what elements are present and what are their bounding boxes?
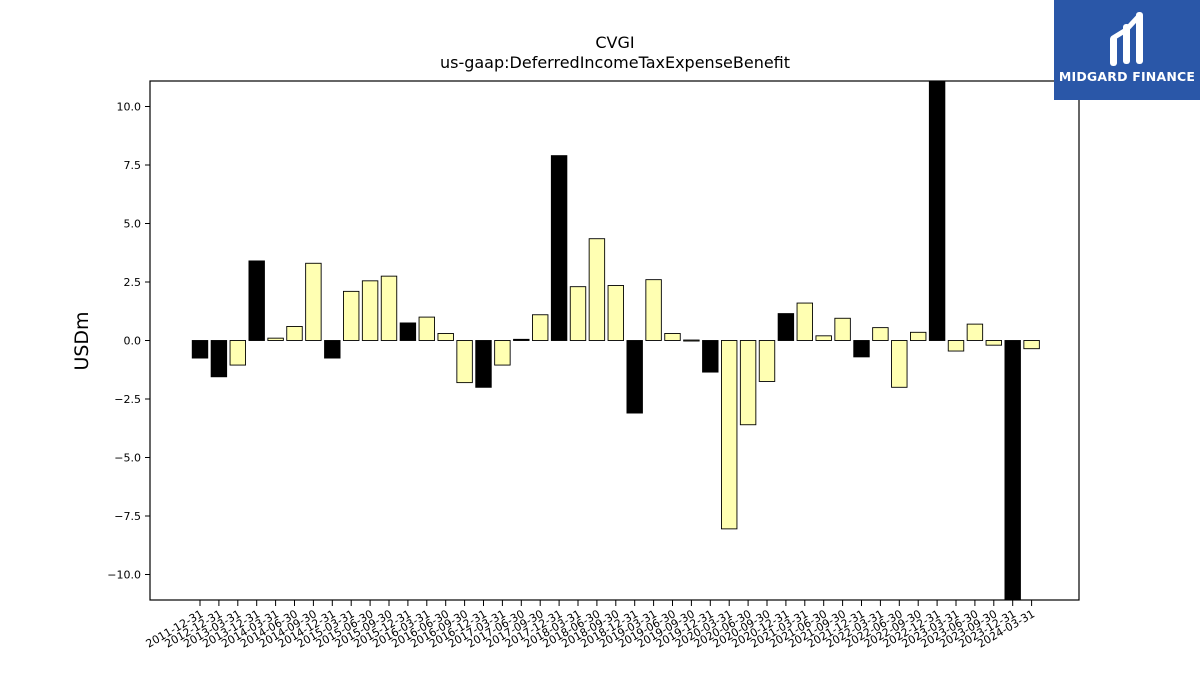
bar-2023-03-31 (947, 340, 965, 352)
y-tick-label: 5.0 (124, 218, 142, 231)
bar-2020-03-31 (721, 340, 738, 530)
plot-frame (149, 80, 1080, 601)
y-axis-label: USDm (71, 311, 93, 370)
bar-2016-12-31 (475, 340, 492, 388)
bar-2024-03-31 (1023, 340, 1040, 350)
bar-2022-03-31 (872, 327, 889, 341)
bar-2021-12-31 (853, 340, 870, 358)
bar-2022-06-30 (891, 340, 908, 388)
y-tick-label: 0.0 (124, 335, 142, 348)
bar-2020-06-30 (739, 340, 757, 426)
brand-name: MIDGARD FINANCE (1058, 69, 1196, 84)
bar-2016-06-30 (437, 333, 454, 341)
bar-2014-09-30 (305, 262, 322, 341)
bar-2021-06-30 (815, 335, 832, 341)
midgard-m-logo-icon (1110, 12, 1143, 66)
bar-2015-03-31 (343, 290, 360, 341)
bar-2019-03-31 (645, 279, 662, 341)
bar-2017-12-31 (550, 155, 568, 341)
bar-2018-09-30 (607, 285, 624, 341)
chart-subtitle: us-gaap:DeferredIncomeTaxExpenseBenefit (440, 53, 790, 72)
bars-layer (191, 80, 1040, 601)
y-axis-ticks: 10.0 7.5 5.0 2.5 0.0 −2.5 −5.0 −7.5 −10.0 (107, 101, 150, 582)
bar-2013-03-31 (229, 340, 247, 366)
bar-2014-06-30 (286, 326, 303, 341)
bar-2018-03-31 (569, 286, 587, 341)
bar-2019-06-30 (664, 333, 681, 341)
bar-2013-12-31 (248, 260, 265, 341)
bar-2017-03-31 (494, 340, 511, 366)
y-tick-label: 10.0 (117, 101, 142, 114)
bar-2011-12-31 (191, 340, 209, 359)
bar-2022-09-30 (910, 331, 927, 341)
bar-2016-03-31 (418, 316, 435, 341)
bar-2012-12-31 (210, 340, 228, 378)
bar-2021-09-30 (834, 317, 851, 341)
chart-title: CVGI (595, 33, 634, 52)
bar-2018-06-30 (588, 238, 606, 341)
bar-2017-09-30 (532, 314, 549, 341)
bar-2020-12-31 (777, 313, 795, 341)
bar-2016-09-30 (456, 340, 473, 384)
y-tick-label: 7.5 (124, 159, 142, 172)
bar-2014-12-31 (324, 340, 341, 359)
x-axis-ticks: 2011-12-312012-12-312013-03-312013-12-31… (144, 600, 1037, 651)
bar-2018-12-31 (626, 340, 643, 414)
bar-2022-12-31 (928, 80, 946, 341)
y-tick-label: −7.5 (114, 510, 141, 523)
bar-2019-12-31 (702, 340, 719, 373)
bar-2015-09-30 (380, 275, 398, 341)
y-tick-label: 2.5 (124, 276, 142, 289)
bar-2021-03-31 (796, 302, 813, 341)
bar-2020-09-30 (758, 340, 776, 382)
bar-2023-09-30 (985, 340, 1002, 346)
bar-2019-09-30 (683, 339, 700, 342)
bar-2023-12-31 (1004, 340, 1021, 601)
bar-2015-06-30 (361, 280, 379, 341)
y-tick-label: −10.0 (107, 569, 141, 582)
y-tick-label: −2.5 (114, 393, 141, 406)
bar-2014-03-31 (267, 337, 284, 341)
bar-2023-06-30 (966, 323, 984, 341)
bar-2017-06-30 (513, 338, 530, 341)
bar-2015-12-31 (399, 322, 417, 341)
brand-logo: MIDGARD FINANCE (1054, 0, 1200, 100)
y-tick-label: −5.0 (114, 452, 141, 465)
